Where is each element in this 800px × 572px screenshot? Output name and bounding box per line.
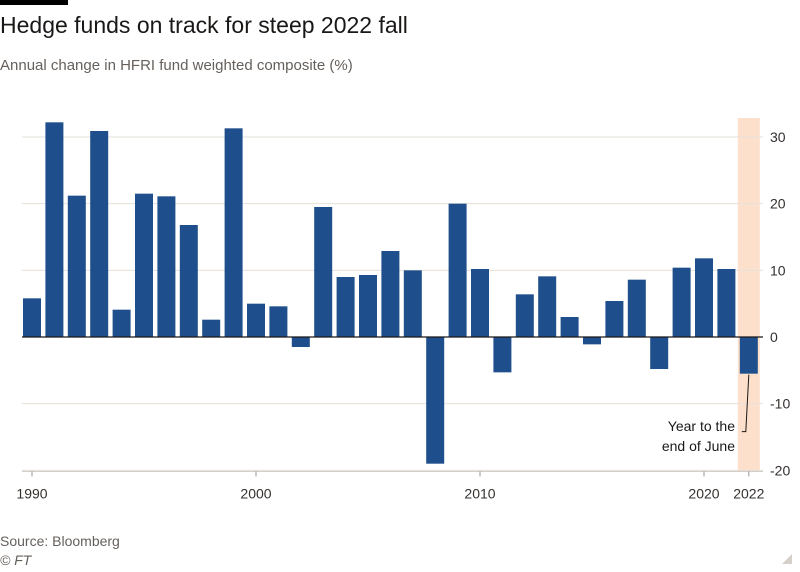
bar-2017 bbox=[627, 279, 646, 338]
bar-2018 bbox=[650, 337, 669, 370]
bar-1990 bbox=[23, 298, 41, 338]
bar-2013 bbox=[538, 276, 557, 338]
y-tick-label-20: 20 bbox=[770, 196, 786, 212]
y-tick-label--10: -10 bbox=[770, 396, 790, 412]
bar-1992 bbox=[67, 195, 86, 338]
annotation-leader-line bbox=[741, 374, 750, 433]
x-tick-label-2010: 2010 bbox=[464, 485, 495, 501]
bar-1998 bbox=[202, 319, 221, 338]
bar-2001 bbox=[269, 306, 288, 338]
x-tick-label-2000: 2000 bbox=[240, 485, 271, 501]
bar-1997 bbox=[179, 225, 198, 338]
top-rule bbox=[0, 0, 68, 5]
annotation-line-1: Year to the bbox=[668, 418, 735, 434]
highlight-band-2022 bbox=[737, 118, 760, 471]
y-tick-label-10: 10 bbox=[770, 262, 786, 278]
source-note: Source: Bloomberg bbox=[0, 533, 120, 549]
bar-2009 bbox=[448, 203, 467, 338]
bar-2012 bbox=[515, 294, 534, 338]
ft-credit: © FT bbox=[0, 552, 32, 568]
bar-2007 bbox=[403, 270, 422, 338]
bar-2015 bbox=[583, 337, 601, 345]
bar-2020 bbox=[695, 258, 713, 338]
bar-2000 bbox=[247, 303, 265, 338]
resize-corner-icon bbox=[782, 554, 792, 564]
bar-1996 bbox=[157, 196, 176, 338]
chart-subtitle: Annual change in HFRI fund weighted comp… bbox=[0, 57, 353, 74]
y-tick-label--20: -20 bbox=[770, 462, 790, 478]
bar-1999 bbox=[224, 128, 243, 338]
bar-2005 bbox=[359, 275, 377, 338]
bar-2008 bbox=[426, 337, 445, 464]
bar-2019 bbox=[672, 267, 691, 338]
x-tick-label-1990: 1990 bbox=[16, 485, 47, 501]
y-tick-label-0: 0 bbox=[770, 329, 778, 345]
bar-2004 bbox=[336, 277, 355, 338]
x-tick-label-2020: 2020 bbox=[688, 485, 719, 501]
bar-1995 bbox=[135, 193, 153, 338]
bar-2014 bbox=[560, 317, 579, 338]
annotation-line-2: end of June bbox=[662, 438, 735, 454]
bar-1991 bbox=[45, 122, 64, 338]
bar-2006 bbox=[381, 251, 400, 338]
chart-title: Hedge funds on track for steep 2022 fall bbox=[0, 12, 408, 38]
bar-2002 bbox=[291, 337, 310, 348]
bar-2011 bbox=[493, 337, 512, 373]
bar-2016 bbox=[605, 301, 624, 338]
bar-2010 bbox=[471, 269, 489, 338]
y-tick-label-30: 30 bbox=[770, 129, 786, 145]
bar-2022 bbox=[739, 337, 758, 374]
bar-1994 bbox=[112, 309, 131, 338]
x-tick-label-2022: 2022 bbox=[733, 485, 764, 501]
bar-1993 bbox=[90, 130, 109, 338]
bar-2021 bbox=[717, 269, 736, 338]
bar-2003 bbox=[314, 207, 333, 338]
